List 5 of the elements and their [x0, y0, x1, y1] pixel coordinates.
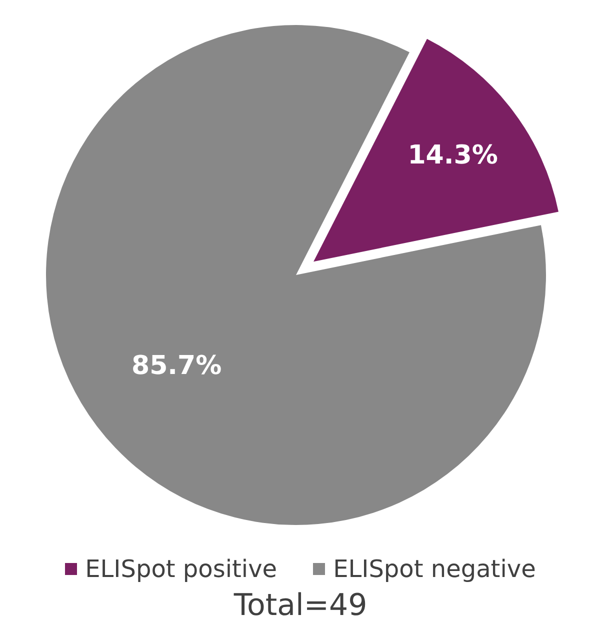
- legend-label: ELISpot positive: [84, 555, 278, 583]
- data-label: 14.3%: [408, 140, 498, 171]
- data-label: 85.7%: [132, 350, 222, 381]
- legend-label: ELISpot negative: [332, 555, 536, 583]
- text: Total=49: [232, 588, 368, 623]
